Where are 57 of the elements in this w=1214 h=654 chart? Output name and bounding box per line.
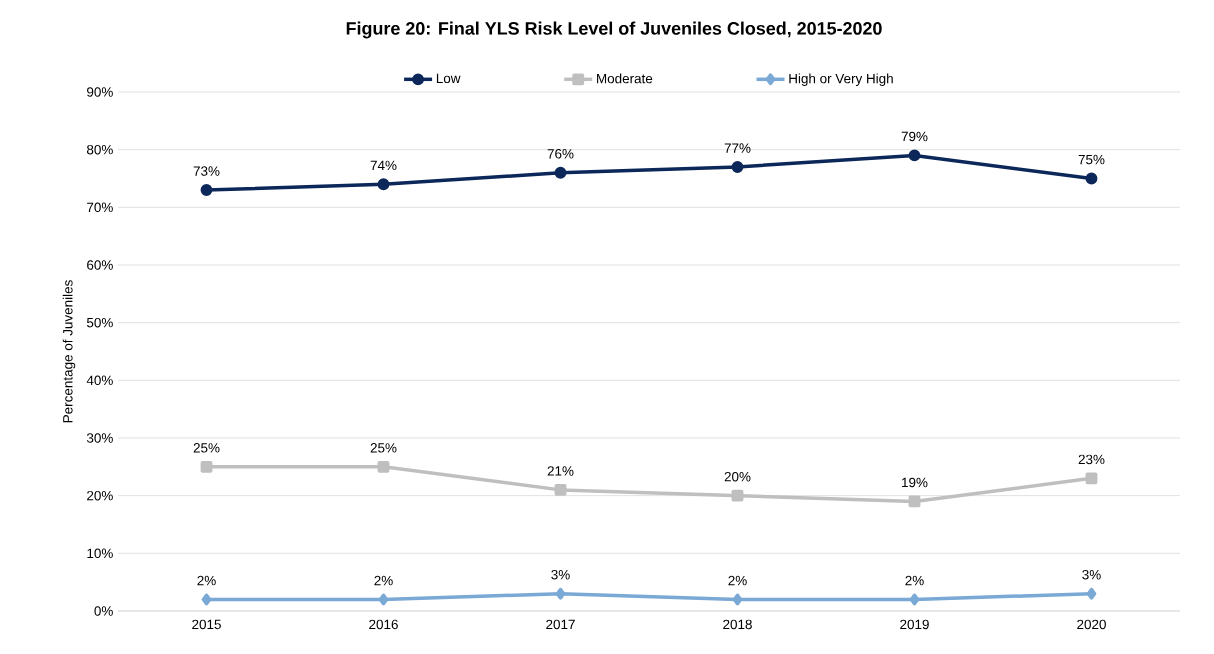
- data-label: 2%: [728, 575, 747, 586]
- chart-title: Figure 20: Final YLS Risk Level of Juveniles Closed, 2015-2020: [346, 21, 882, 39]
- x-tick-label: 2016: [369, 619, 398, 630]
- y-axis-title: Percentage of Juveniles: [62, 280, 76, 423]
- point: [377, 178, 390, 191]
- y-tick-label: 10%: [87, 548, 113, 559]
- point: [1086, 587, 1097, 600]
- x-tick-label: 2017: [546, 619, 575, 630]
- data-label: 23%: [1078, 454, 1105, 465]
- data-label: 21%: [547, 466, 574, 476]
- data-label: 25%: [370, 443, 397, 453]
- x-tick-label: 2015: [192, 619, 221, 630]
- point: [732, 593, 743, 606]
- point: [908, 149, 921, 162]
- y-tick-label: 60%: [87, 260, 113, 270]
- point: [200, 460, 213, 473]
- point: [200, 184, 213, 196]
- y-tick-label: 20%: [87, 490, 113, 501]
- y-tick-label: 90%: [87, 87, 113, 97]
- point: [554, 483, 567, 496]
- point: [201, 593, 212, 606]
- x-tick-label: 2018: [723, 619, 752, 630]
- y-tick-label: 70%: [87, 202, 113, 213]
- data-label: 76%: [547, 149, 574, 159]
- point: [555, 587, 566, 600]
- point: [554, 166, 567, 179]
- point: [377, 460, 390, 473]
- data-label: 75%: [1078, 154, 1105, 165]
- y-tick-label: 30%: [86, 433, 113, 443]
- data-label: 3%: [1082, 569, 1101, 580]
- data-label: 74%: [370, 160, 397, 171]
- data-label: 79%: [901, 131, 928, 142]
- data-label: 2%: [374, 575, 393, 586]
- y-tick-label: 0%: [94, 606, 113, 616]
- x-tick-label: 2020: [1077, 619, 1106, 630]
- point: [1085, 172, 1098, 185]
- point: [731, 161, 744, 173]
- data-label: 19%: [902, 477, 928, 488]
- data-label: 2%: [197, 575, 216, 586]
- legend-label: High or Very High: [789, 73, 893, 86]
- data-label: 2%: [905, 575, 924, 586]
- x-tick-label: 2019: [900, 619, 929, 630]
- point: [908, 495, 921, 508]
- y-tick-label: 80%: [86, 144, 113, 155]
- point: [909, 593, 920, 606]
- legend-label: Low: [436, 73, 461, 84]
- y-tick-label: 50%: [86, 317, 113, 328]
- data-label: 77%: [724, 143, 751, 153]
- data-label: 20%: [724, 471, 751, 482]
- y-tick-label: 40%: [86, 375, 113, 386]
- point: [1085, 472, 1098, 485]
- data-label: 3%: [551, 569, 570, 580]
- data-label: 73%: [193, 166, 220, 176]
- data-label: 25%: [193, 443, 220, 453]
- legend-label: Moderate: [597, 73, 653, 84]
- point: [378, 593, 389, 606]
- point: [731, 489, 744, 502]
